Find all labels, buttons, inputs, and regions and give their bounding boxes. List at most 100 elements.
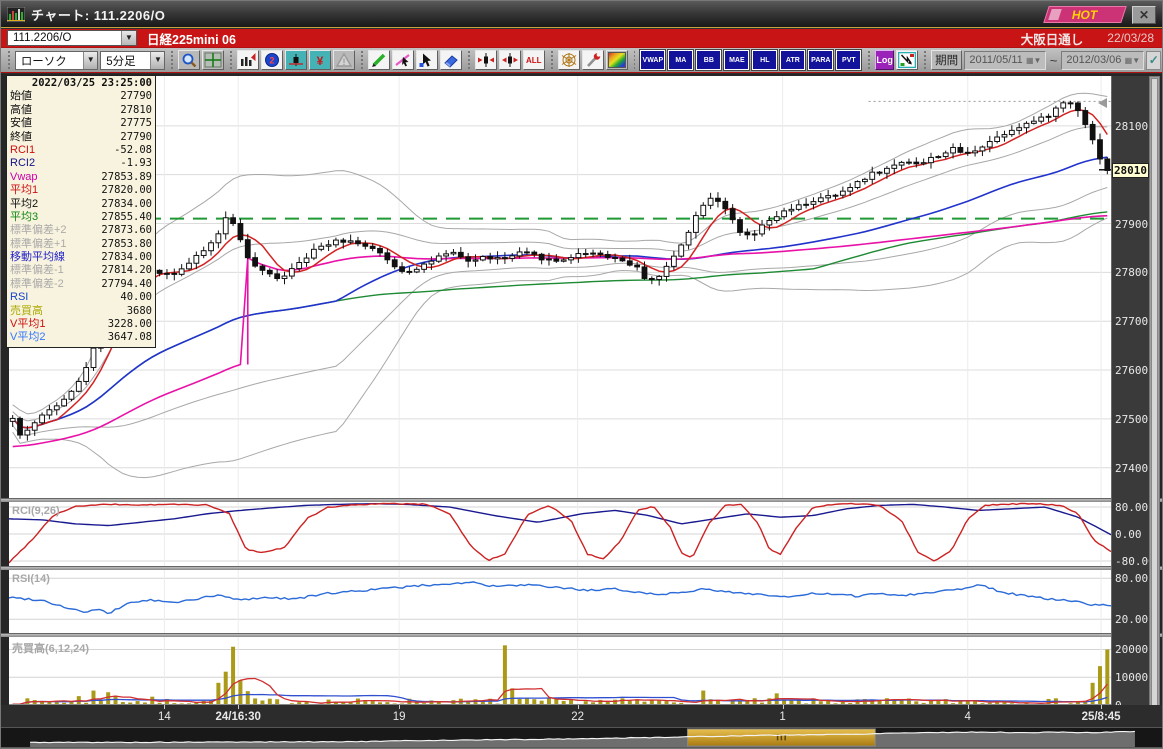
volume-bar bbox=[503, 645, 507, 705]
toolbar-grip[interactable] bbox=[867, 51, 870, 69]
toolbar-grip[interactable] bbox=[229, 51, 232, 69]
chart-style-icon bbox=[898, 52, 916, 68]
close-button[interactable]: ✕ bbox=[1132, 6, 1156, 24]
trendline-button[interactable] bbox=[392, 50, 414, 70]
volume-bar bbox=[91, 691, 95, 705]
candle-wide-button[interactable] bbox=[499, 50, 521, 70]
readout-label: 終値 bbox=[10, 131, 32, 144]
toolbar-grip[interactable] bbox=[633, 51, 636, 69]
rci-axis-label: 80.00 bbox=[1115, 501, 1148, 514]
eraser-icon bbox=[442, 52, 460, 68]
date-to-field-value: 2012/03/06 bbox=[1062, 54, 1121, 66]
scroll-latest-button[interactable] bbox=[237, 50, 259, 70]
time-tick-mark bbox=[968, 705, 969, 709]
readout-row: Vwap27853.89 bbox=[10, 171, 152, 184]
candle-wide-icon bbox=[501, 52, 519, 68]
readout-row: RCI1-52.08 bbox=[10, 144, 152, 157]
rci-indicator-panel[interactable] bbox=[9, 502, 1111, 566]
price-axis-label: 27700 bbox=[1115, 315, 1148, 328]
readout-label: 標準偏差-1 bbox=[10, 264, 64, 277]
readout-label: 平均1 bbox=[10, 184, 38, 197]
readout-timestamp: 2022/03/25 23:25:00 bbox=[10, 77, 152, 90]
toolbar: ローソク▼5分足▼ 2 ¥! ALL VWAPMABBMAEHLATRPARAPVT Lo… bbox=[1, 47, 1163, 73]
readout-row: 始値27790 bbox=[10, 90, 152, 103]
time-tick-label: 19 bbox=[393, 711, 406, 723]
chart-region: 2810027900278002770027600275002740028010… bbox=[1, 74, 1163, 749]
main-price-chart[interactable] bbox=[9, 76, 1111, 498]
readout-row: 安値27775 bbox=[10, 117, 152, 130]
rci-axis-label: 0.00 bbox=[1115, 528, 1142, 541]
indicator-button-pvt[interactable]: PVT bbox=[836, 50, 861, 70]
panel-resize-arrow[interactable] bbox=[1098, 98, 1107, 108]
rsi-axis-label: 80.00 bbox=[1115, 572, 1148, 585]
chevron-down-icon[interactable]: ▼ bbox=[150, 52, 164, 69]
chevron-down-icon[interactable]: ▼ bbox=[83, 52, 97, 69]
price-candle-button[interactable] bbox=[285, 50, 307, 70]
pencil-button[interactable] bbox=[368, 50, 390, 70]
chart-style-button[interactable] bbox=[896, 50, 918, 70]
indicator-button-bb[interactable]: BB bbox=[696, 50, 721, 70]
indicator-button-mae[interactable]: MAE bbox=[724, 50, 749, 70]
web-button[interactable] bbox=[558, 50, 580, 70]
time-jump-button[interactable]: 2 bbox=[261, 50, 283, 70]
rsi-indicator-panel[interactable] bbox=[9, 570, 1111, 633]
calendar-icon[interactable]: ▦▼ bbox=[1121, 56, 1143, 65]
indicator-button-ma[interactable]: MA bbox=[668, 50, 693, 70]
warning-button[interactable]: ! bbox=[333, 50, 355, 70]
symbol-value: 111.2206/O bbox=[8, 31, 121, 45]
candle-narrow-button[interactable] bbox=[475, 50, 497, 70]
volume-bar bbox=[238, 680, 242, 705]
all-button[interactable]: ALL bbox=[523, 50, 545, 70]
date-to-field[interactable]: 2012/03/06▦▼ bbox=[1061, 51, 1144, 70]
app-icon bbox=[7, 7, 25, 22]
grid-button[interactable] bbox=[202, 50, 224, 70]
readout-row: 標準偏差+127853.80 bbox=[10, 238, 152, 251]
wrench-button[interactable] bbox=[582, 50, 604, 70]
scroll-latest-icon bbox=[239, 52, 257, 68]
indicator-button-vwap[interactable]: VWAP bbox=[640, 50, 665, 70]
toolbar-grip[interactable] bbox=[550, 51, 553, 69]
magnifier-button[interactable] bbox=[178, 50, 200, 70]
volume-panel[interactable] bbox=[9, 637, 1111, 705]
cursor-button[interactable] bbox=[416, 50, 438, 70]
trendline-icon bbox=[394, 52, 412, 68]
yen-button[interactable]: ¥ bbox=[309, 50, 331, 70]
readout-label: 売買高 bbox=[10, 305, 43, 318]
eraser-button[interactable] bbox=[440, 50, 462, 70]
readout-label: V平均1 bbox=[10, 318, 45, 331]
history-scrollbar[interactable] bbox=[1, 727, 1163, 747]
toolbar-grip[interactable] bbox=[7, 51, 10, 69]
readout-value: -52.08 bbox=[35, 144, 152, 157]
readout-value: 3228.00 bbox=[45, 318, 152, 331]
readout-value: 27834.00 bbox=[38, 198, 152, 211]
price-axis: 2810027900278002770027600275002740028010… bbox=[1111, 76, 1149, 727]
chevron-down-icon[interactable]: ▼ bbox=[121, 31, 136, 45]
period-button[interactable]: 期間 bbox=[931, 50, 963, 70]
timeframe-select[interactable]: 5分足▼ bbox=[100, 51, 165, 70]
readout-row: RCI2-1.93 bbox=[10, 157, 152, 170]
indicator-button-para[interactable]: PARA bbox=[808, 50, 833, 70]
readout-value: 27810 bbox=[32, 104, 152, 117]
time-tick-mark bbox=[399, 705, 400, 709]
volume-bar bbox=[885, 698, 889, 705]
readout-row: RSI40.00 bbox=[10, 291, 152, 304]
toolbar-grip[interactable] bbox=[467, 51, 470, 69]
toolbar-grip[interactable] bbox=[360, 51, 363, 69]
date-from-field[interactable]: 2011/05/11▦▼ bbox=[964, 51, 1045, 70]
chart-type-select[interactable]: ローソク▼ bbox=[15, 51, 98, 70]
calendar-icon[interactable]: ▦▼ bbox=[1023, 56, 1045, 65]
web-icon bbox=[560, 52, 578, 68]
log-button[interactable]: Log bbox=[875, 50, 894, 70]
rsi-axis-label: 20.00 bbox=[1115, 613, 1148, 626]
apply-check-button[interactable]: ✓ bbox=[1146, 51, 1161, 70]
readout-label: 平均3 bbox=[10, 211, 38, 224]
vertical-scrollbar-thumb[interactable] bbox=[1151, 78, 1158, 723]
symbol-select[interactable]: 111.2206/O ▼ bbox=[7, 30, 137, 46]
toolbar-grip[interactable] bbox=[923, 51, 926, 69]
indicator-button-atr[interactable]: ATR bbox=[780, 50, 805, 70]
indicator-button-hl[interactable]: HL bbox=[752, 50, 777, 70]
rainbow-button[interactable] bbox=[606, 50, 628, 70]
toolbar-grip[interactable] bbox=[170, 51, 173, 69]
vertical-scrollbar[interactable] bbox=[1149, 76, 1160, 727]
readout-value: 40.00 bbox=[28, 291, 152, 304]
